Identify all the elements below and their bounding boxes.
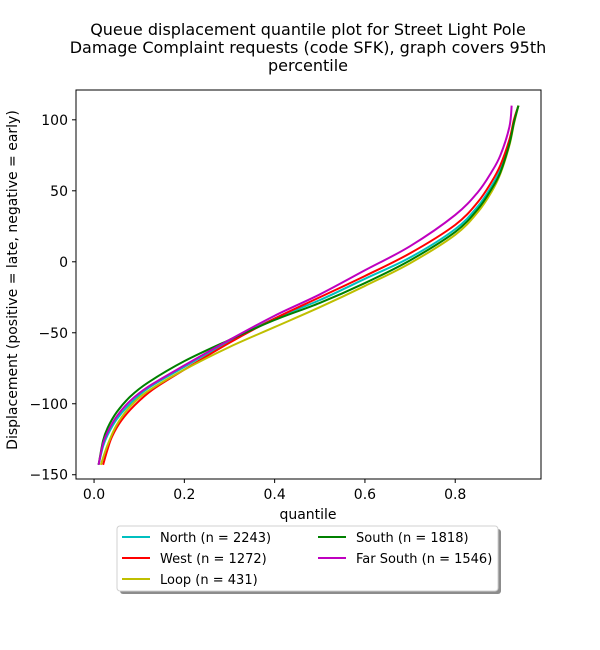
legend-label: Loop (n = 431) — [160, 573, 258, 588]
axis-ticks: 0.0 0.2 0.4 0.6 0.8 −150 −100 −50 0 50 100 — [30, 113, 467, 503]
y-tick-label: 50 — [50, 184, 68, 200]
legend-label: West (n = 1272) — [160, 552, 267, 567]
series-line-2 — [99, 105, 520, 466]
legend: North (n = 2243) West (n = 1272) Loop (n =… — [116, 525, 501, 594]
series-line-1 — [102, 105, 520, 466]
legend-label: Far South (n = 1546) — [356, 552, 492, 567]
chart-title-line: Damage Complaint requests (code SFK), gr… — [70, 38, 547, 57]
x-tick-label: 0.8 — [444, 487, 466, 503]
x-axis-label: quantile — [279, 507, 336, 523]
series-line-4 — [97, 105, 513, 466]
y-tick-label: −50 — [38, 326, 68, 342]
x-tick-label: 0.4 — [264, 487, 286, 503]
chart-title-line: percentile — [268, 56, 348, 75]
legend-label: North (n = 2243) — [160, 531, 271, 546]
y-tick-label: −150 — [30, 468, 68, 484]
y-axis-label: Displacement (positive = late, negative … — [5, 110, 21, 450]
y-tick-label: 0 — [59, 255, 68, 271]
chart-title: Queue displacement quantile plot for Str… — [70, 20, 547, 75]
legend-label: South (n = 1818) — [356, 531, 469, 546]
x-tick-label: 0.2 — [173, 487, 195, 503]
y-tick-label: −100 — [30, 397, 68, 413]
legend-box — [116, 525, 499, 592]
series-line-3 — [97, 105, 520, 465]
chart-title-line: Queue displacement quantile plot for Str… — [90, 20, 526, 39]
series-line-0 — [97, 105, 520, 466]
x-tick-label: 0.6 — [354, 487, 376, 503]
series-lines — [97, 105, 520, 466]
y-tick-label: 100 — [41, 113, 68, 129]
plot-area-frame — [75, 89, 542, 480]
x-tick-label: 0.0 — [83, 487, 105, 503]
